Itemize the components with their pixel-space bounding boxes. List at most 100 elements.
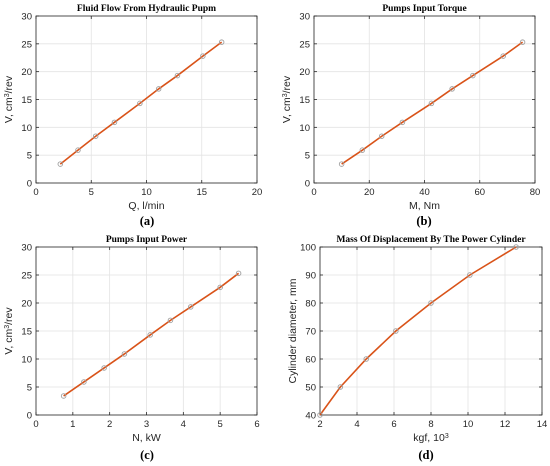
y-tick-label: 20	[21, 299, 32, 310]
y-tick-label: 30	[299, 12, 310, 23]
y-tick-label: 0	[305, 179, 310, 190]
y-tick-label: 20	[299, 67, 310, 78]
data-point	[317, 412, 323, 418]
y-tick-label: 15	[299, 95, 310, 106]
data-point	[470, 72, 476, 79]
y-axis-label: Cylinder diameter, mm	[287, 278, 299, 383]
series-line	[319, 246, 517, 416]
data-point	[235, 270, 242, 277]
panel-caption: (a)	[140, 214, 155, 228]
x-tick-label: 12	[500, 419, 511, 430]
y-tick-label: 100	[300, 243, 316, 254]
x-tick-label: 2	[317, 419, 322, 430]
data-point	[60, 393, 67, 399]
y-tick-label: 70	[305, 327, 316, 338]
y-tick-label: 0	[27, 179, 32, 190]
data-point	[101, 365, 107, 371]
x-tick-label: 20	[364, 187, 375, 198]
x-axis-label: M, Nm	[409, 200, 440, 212]
data-point	[393, 328, 399, 334]
chart-title: Pumps Input Torque	[382, 4, 466, 14]
x-tick-label: 20	[252, 187, 263, 198]
data-point	[378, 133, 385, 139]
x-tick-label: 2	[107, 419, 112, 430]
y-tick-label: 5	[27, 383, 32, 394]
x-tick-label: 5	[89, 187, 94, 198]
data-point	[200, 53, 206, 59]
data-point	[147, 332, 153, 338]
x-tick-label: 0	[33, 187, 38, 198]
data-point	[363, 356, 370, 362]
x-axis-label: N, kW	[132, 432, 161, 444]
data-point	[155, 86, 162, 92]
data-point	[519, 39, 526, 45]
chart-a: 0 5 10 15 20 0 5 10 15 20 25 30 Fluid Flow From Hydr…	[3, 4, 262, 228]
x-tick-label: 60	[474, 187, 485, 198]
data-point	[399, 119, 406, 126]
data-point	[217, 284, 223, 291]
x-tick-label: 3	[144, 419, 149, 430]
series-line	[63, 272, 240, 397]
y-axis-label: V, cm3/rev	[3, 307, 15, 355]
chart-d: 2 4 6 8 10 12 14 40 50 60 70 80 90 100 Mass Of Displac…	[287, 235, 547, 462]
chart-title: Fluid Flow From Hydraulic Pupm	[77, 4, 216, 14]
data-point	[218, 39, 225, 45]
chart-c: 0 1 2 3 4 5 6 0 5 10 15 20 25 30 Pumps Input Power N, k…	[3, 235, 260, 462]
y-tick-label: 10	[21, 123, 32, 134]
y-tick-label: 80	[305, 299, 316, 310]
y-tick-label: 30	[21, 243, 32, 254]
y-tick-label: 15	[21, 327, 32, 338]
y-tick-label: 50	[305, 383, 316, 394]
data-point	[75, 147, 81, 153]
x-tick-label: 15	[196, 187, 207, 198]
data-point	[121, 351, 128, 357]
y-tick-label: 25	[21, 39, 32, 50]
data-point	[81, 379, 87, 385]
x-tick-label: 4	[181, 419, 186, 430]
x-axis-label: kgf, 103	[413, 432, 449, 444]
data-point	[187, 304, 194, 310]
panel-caption: (d)	[418, 448, 433, 462]
x-tick-label: 6	[391, 419, 396, 430]
data-point	[359, 147, 366, 153]
y-tick-label: 60	[305, 355, 316, 366]
data-point	[428, 300, 434, 306]
data-point	[174, 72, 181, 79]
data-point	[111, 119, 118, 126]
series-line	[59, 41, 223, 165]
x-tick-label: 0	[311, 187, 316, 198]
chart-title: Mass Of Displacement By The Power Cylind…	[336, 235, 526, 245]
chart-title: Pumps Input Power	[106, 235, 188, 245]
y-tick-label: 15	[21, 95, 32, 106]
data-point	[57, 161, 64, 167]
chart-b: 0 20 40 60 80 0 5 10 15 20 25 30 Pumps Input Torque M…	[281, 4, 540, 228]
data-point	[513, 244, 519, 250]
series-line	[341, 41, 524, 165]
panel-caption: (b)	[416, 214, 431, 228]
y-tick-label: 0	[27, 411, 32, 422]
data-point	[92, 133, 99, 139]
data-point	[167, 317, 174, 324]
x-tick-label: 5	[218, 419, 223, 430]
y-tick-label: 10	[21, 355, 32, 366]
y-axis-label: V, cm3/rev	[3, 75, 15, 123]
data-point	[137, 100, 143, 107]
x-tick-label: 1	[70, 419, 75, 430]
x-tick-label: 10	[463, 419, 474, 430]
y-axis-label: V, cm3/rev	[281, 75, 293, 123]
x-axis-label: Q, l/min	[128, 200, 164, 212]
x-tick-label: 0	[33, 419, 38, 430]
x-tick-label: 6	[254, 419, 259, 430]
data-point	[338, 161, 345, 167]
x-tick-label: 14	[537, 419, 548, 430]
y-tick-label: 40	[305, 411, 316, 422]
x-tick-label: 10	[141, 187, 152, 198]
x-tick-label: 8	[428, 419, 433, 430]
y-tick-label: 10	[299, 123, 310, 134]
y-tick-label: 5	[305, 151, 310, 162]
x-tick-label: 4	[354, 419, 359, 430]
data-point	[428, 100, 435, 107]
y-tick-label: 20	[21, 67, 32, 78]
y-tick-label: 25	[21, 271, 32, 282]
